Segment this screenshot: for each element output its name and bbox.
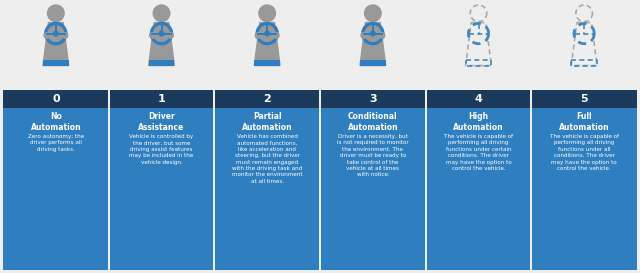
Circle shape [159,31,164,36]
Circle shape [255,33,261,38]
FancyBboxPatch shape [532,108,637,270]
FancyBboxPatch shape [360,60,386,67]
Text: No
Automation: No Automation [31,112,81,132]
Polygon shape [43,23,68,66]
Text: Full
Automation: Full Automation [559,112,609,132]
Text: Zero autonomy; the
driver performs all
driving tasks.: Zero autonomy; the driver performs all d… [28,134,84,152]
FancyBboxPatch shape [532,90,637,108]
Circle shape [371,31,375,36]
Text: The vehicle is capable of
performing all driving
functions under all
conditions.: The vehicle is capable of performing all… [550,134,619,171]
Text: 0: 0 [52,94,60,104]
Text: The vehicle is capable of
performing all driving
functions under certain
conditi: The vehicle is capable of performing all… [444,134,513,171]
FancyBboxPatch shape [3,108,108,270]
FancyBboxPatch shape [3,90,108,108]
Polygon shape [254,23,280,66]
Polygon shape [360,23,386,66]
Polygon shape [148,23,174,66]
Circle shape [47,5,64,22]
FancyBboxPatch shape [215,90,319,108]
FancyBboxPatch shape [43,60,68,67]
FancyBboxPatch shape [427,108,531,270]
Circle shape [168,33,173,38]
Circle shape [150,33,155,38]
FancyBboxPatch shape [109,90,213,108]
Circle shape [62,33,68,38]
Circle shape [379,33,385,38]
Circle shape [259,5,275,22]
FancyBboxPatch shape [321,90,425,108]
Circle shape [365,5,381,22]
Text: Vehicle has combined
automated functions,
like acceleration and
steering, but th: Vehicle has combined automated functions… [232,134,303,184]
Text: Vehicle is controlled by
the driver, but some
driving assist features
may be inc: Vehicle is controlled by the driver, but… [129,134,194,165]
Circle shape [265,31,269,36]
FancyBboxPatch shape [109,108,213,270]
FancyBboxPatch shape [254,60,280,67]
Circle shape [153,5,170,22]
Text: 5: 5 [580,94,588,104]
Text: Driver
Assistance: Driver Assistance [138,112,184,132]
Text: Conditional
Automation: Conditional Automation [348,112,398,132]
Circle shape [273,33,279,38]
FancyBboxPatch shape [321,108,425,270]
Circle shape [44,33,49,38]
Circle shape [54,31,58,36]
FancyBboxPatch shape [427,90,531,108]
Circle shape [361,33,367,38]
Text: Partial
Automation: Partial Automation [242,112,292,132]
FancyBboxPatch shape [215,108,319,270]
Text: 3: 3 [369,94,377,104]
Text: 2: 2 [263,94,271,104]
Text: Driver is a necessity, but
is not required to monitor
the environment. The
drive: Driver is a necessity, but is not requir… [337,134,409,177]
FancyBboxPatch shape [148,60,174,67]
Text: 4: 4 [475,94,483,104]
Text: High
Automation: High Automation [453,112,504,132]
Text: 1: 1 [157,94,165,104]
